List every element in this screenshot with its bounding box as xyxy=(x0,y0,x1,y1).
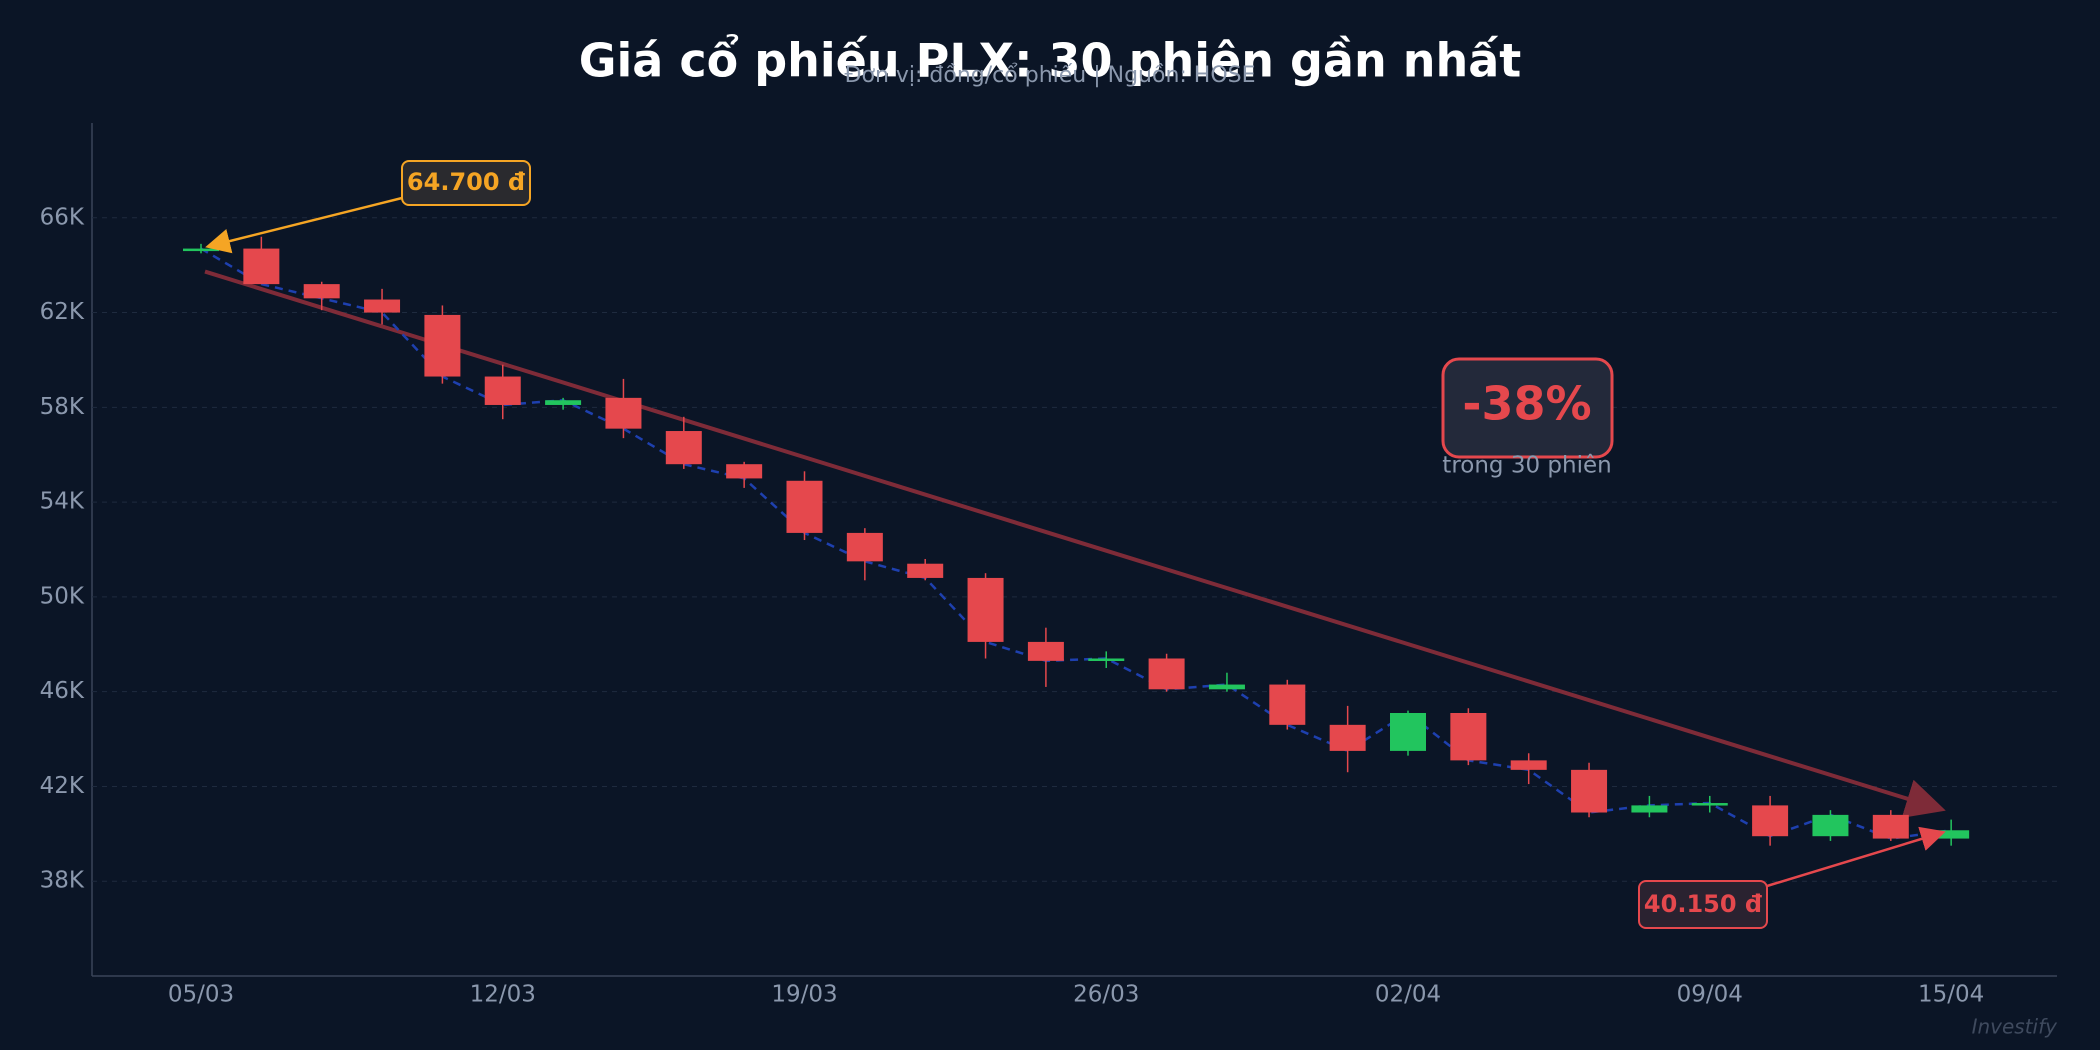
change-label: -38% xyxy=(1462,377,1591,431)
candle-body xyxy=(907,563,944,578)
x-tick-label: 19/03 xyxy=(771,982,837,1008)
candle-body xyxy=(1812,814,1849,837)
candle-body xyxy=(1088,658,1125,661)
candle-body xyxy=(183,248,219,252)
candle-body xyxy=(1450,712,1487,761)
candle-body xyxy=(605,397,642,429)
candle-body xyxy=(665,431,702,465)
candle-body xyxy=(726,464,763,479)
candle-body xyxy=(1269,684,1306,725)
candle-body xyxy=(1571,769,1608,813)
candle-body xyxy=(967,577,1004,642)
candle-body xyxy=(786,480,823,533)
candle-body xyxy=(1027,641,1064,661)
y-tick-label: 54K xyxy=(40,489,85,515)
y-tick-label: 66K xyxy=(40,204,85,230)
candle-body xyxy=(846,532,883,562)
end-arrow xyxy=(1766,826,1946,888)
y-tick-label: 38K xyxy=(40,868,85,894)
candle-body xyxy=(1510,760,1547,770)
candle-body xyxy=(1752,805,1789,837)
start-box xyxy=(401,160,531,206)
x-tick-label: 26/03 xyxy=(1073,982,1139,1008)
candle-body xyxy=(1691,803,1728,806)
watermark: Investify xyxy=(1972,1015,2059,1039)
y-tick-label: 46K xyxy=(40,678,85,704)
candle-body xyxy=(303,284,340,299)
candle-body xyxy=(364,299,401,313)
candle-body xyxy=(484,376,521,405)
x-tick-label: 15/04 xyxy=(1918,982,1984,1008)
candle-body xyxy=(1631,805,1668,813)
chart-title: Giá cổ phiếu PLX: 30 phiên gần nhất xyxy=(579,34,1521,88)
start-label: 64.700 đ xyxy=(407,168,525,196)
marks xyxy=(183,236,1970,846)
x-tick-label: 12/03 xyxy=(470,982,536,1008)
change-note: trong 30 phiên xyxy=(1442,453,1611,479)
change-box xyxy=(1441,357,1614,459)
y-tick-label: 50K xyxy=(40,583,85,609)
x-tick-label: 09/04 xyxy=(1677,982,1743,1008)
candle-body xyxy=(1933,830,1970,839)
end-box xyxy=(1638,880,1768,929)
grid: 38K 42K 46K 50K 54K 58K 62K 66K 05/03 12/03 19/03 2… xyxy=(40,204,2057,1008)
chart-subtitle: Đơn vị: đồng/cổ phiếu | Nguồn: HOSE xyxy=(844,63,1255,88)
candle-body xyxy=(1208,684,1245,690)
candle-body xyxy=(243,248,280,285)
start-arrow xyxy=(205,196,403,254)
annotations: 64.700 đ 40.150 đ -38% trong 30 phiên In… xyxy=(205,160,2059,1039)
trend-line xyxy=(204,269,1946,818)
y-tick-label: 62K xyxy=(40,299,85,325)
candle-body xyxy=(1872,814,1909,839)
y-tick-label: 42K xyxy=(40,773,85,799)
end-label: 40.150 đ xyxy=(1644,890,1762,918)
x-tick-label: 05/03 xyxy=(168,982,234,1008)
candle-body xyxy=(545,400,582,405)
y-tick-label: 58K xyxy=(40,394,85,420)
candle-body xyxy=(1390,712,1426,751)
candle-body xyxy=(424,314,461,377)
candle-body xyxy=(1148,658,1185,690)
candle-body xyxy=(1329,724,1366,751)
x-tick-label: 02/04 xyxy=(1375,982,1441,1008)
